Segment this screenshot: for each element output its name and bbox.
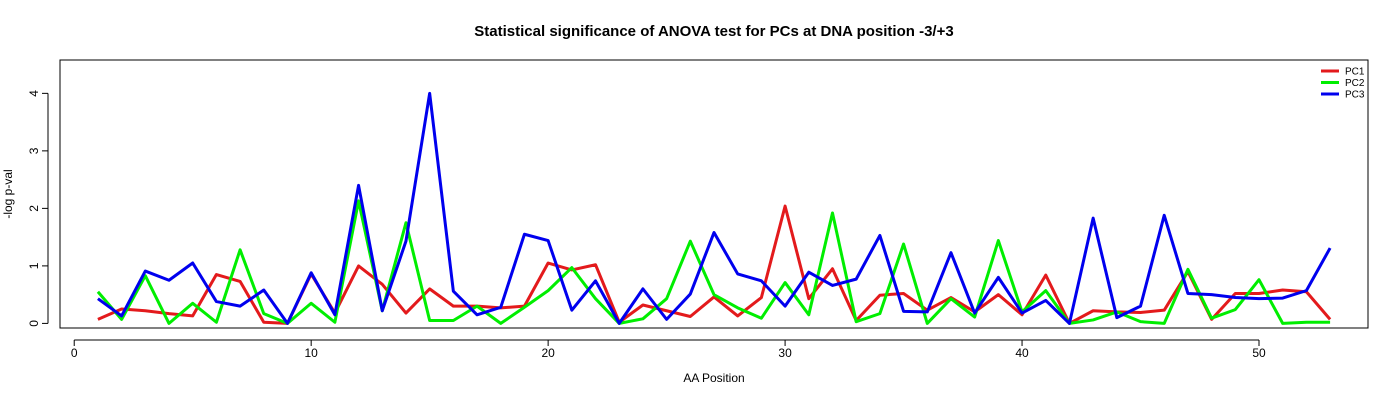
legend-label-pc2: PC2 <box>1345 78 1365 89</box>
y-tick-label: 3 <box>27 147 41 154</box>
series-line-pc3 <box>97 91 1332 325</box>
y-tick-label: 4 <box>27 90 41 97</box>
legend-label-pc1: PC1 <box>1345 67 1365 78</box>
plot-frame <box>59 59 1369 329</box>
series-group <box>96 91 1332 325</box>
x-tick-label: 40 <box>1015 346 1029 360</box>
x-tick-label: 0 <box>71 346 78 360</box>
x-axis-label: AA Position <box>683 371 744 385</box>
y-tick-label: 2 <box>27 205 41 212</box>
series-line-pc2 <box>96 199 1331 325</box>
x-tick-label: 10 <box>304 346 318 360</box>
y-axis: 0 1 2 3 4 <box>27 90 49 327</box>
legend-label-pc3: PC3 <box>1345 90 1365 101</box>
x-tick-label: 50 <box>1252 346 1266 360</box>
x-tick-label: 30 <box>778 346 792 360</box>
y-tick-label: 0 <box>27 320 41 327</box>
series-line-pc1 <box>97 204 1332 325</box>
y-tick-label: 1 <box>27 262 41 269</box>
x-tick-label: 20 <box>541 346 555 360</box>
y-axis-label: -log p-val <box>1 169 15 218</box>
x-axis: 0 10 20 30 40 50 <box>71 339 1266 360</box>
chart-title: Statistical significance of ANOVA test f… <box>474 23 953 40</box>
